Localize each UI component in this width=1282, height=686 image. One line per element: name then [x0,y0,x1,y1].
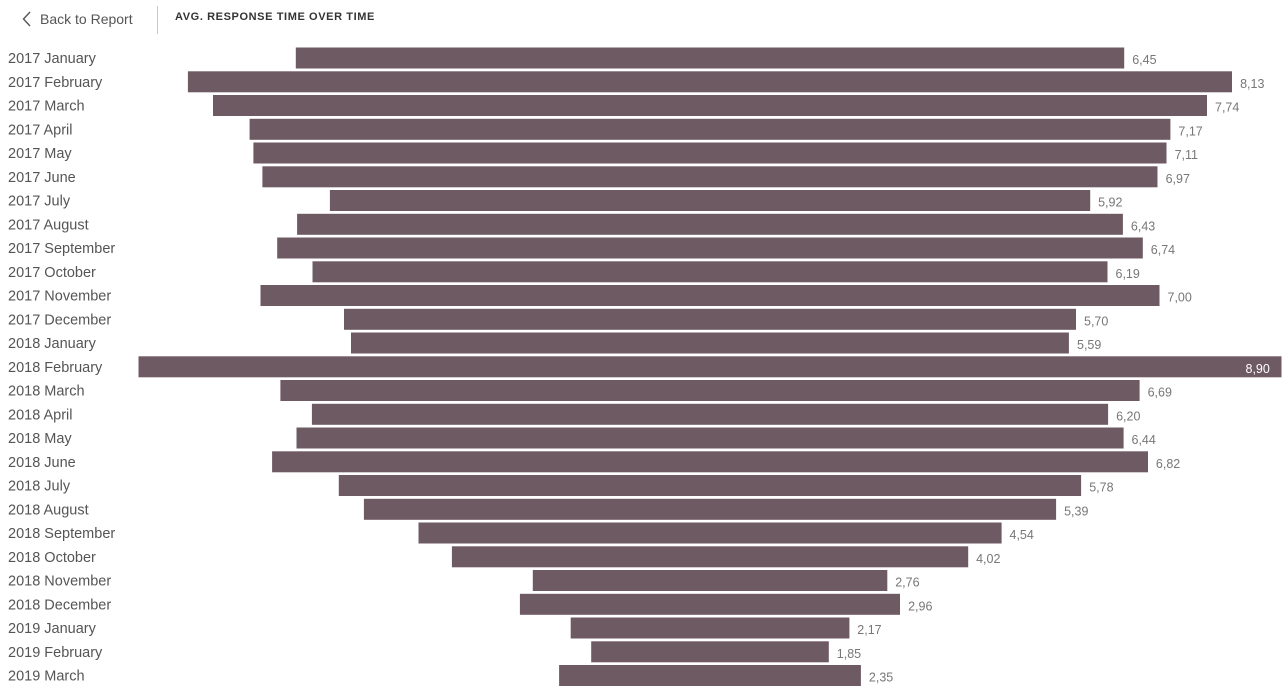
header-divider [157,6,158,34]
category-label: 2017 May [8,146,72,162]
category-label: 2017 June [8,170,76,186]
data-label: 6,43 [1131,219,1155,233]
page-title: AVG. RESPONSE TIME OVER TIME [175,11,375,23]
data-label: 7,00 [1168,291,1192,305]
bar[interactable] [253,142,1167,164]
category-label: 2017 January [8,51,97,67]
category-label: 2018 September [8,526,115,542]
category-label: 2018 March [8,384,85,400]
category-label: 2018 August [8,502,89,518]
bar[interactable] [280,380,1140,401]
data-label: 5,59 [1077,338,1101,352]
data-label: 5,92 [1098,196,1122,210]
data-label: 6,45 [1132,53,1156,67]
category-label: 2018 July [8,479,71,495]
category-label: 2017 August [8,217,89,233]
bar[interactable] [311,403,1109,425]
category-label: 2017 July [8,194,71,210]
bar[interactable] [262,166,1158,188]
category-label: 2017 March [8,99,85,115]
bar[interactable] [559,665,861,686]
category-label: 2018 October [8,550,96,566]
category-label: 2018 May [8,431,72,447]
category-label: 2017 September [8,241,115,257]
category-label: 2018 June [8,455,76,471]
category-label: 2018 January [8,336,97,352]
category-label: 2017 December [8,312,111,328]
category-label: 2019 January [8,621,97,637]
data-label: 4,54 [1010,528,1034,542]
bar[interactable] [138,356,1282,378]
category-label: 2017 April [8,122,73,138]
back-to-report-button[interactable]: Back to Report [22,7,133,31]
data-label: 8,90 [1246,362,1270,376]
bar[interactable] [329,190,1091,211]
bar[interactable] [312,261,1108,283]
bar[interactable] [260,285,1160,306]
top-bar: Back to Report AVG. RESPONSE TIME OVER T… [0,0,1282,40]
bar[interactable] [418,522,1002,544]
data-label: 2,17 [857,623,881,637]
data-label: 4,02 [976,552,1000,566]
category-label: 2018 November [8,574,111,590]
bar[interactable] [249,118,1171,140]
category-label: 2017 February [8,75,103,91]
bar[interactable] [295,47,1125,69]
back-to-report-label: Back to Report [40,11,133,27]
data-label: 2,35 [869,671,893,685]
bar[interactable] [187,71,1232,93]
bar[interactable] [296,427,1124,449]
bar[interactable] [570,617,850,639]
bar[interactable] [519,593,900,615]
chevron-left-icon [22,11,31,27]
bar[interactable] [272,451,1149,473]
data-label: 8,13 [1240,77,1264,91]
category-label: 2019 March [8,669,85,685]
bar[interactable] [344,308,1076,330]
data-label: 5,70 [1084,314,1108,328]
category-label: 2019 February [8,645,103,661]
data-label: 6,97 [1166,172,1190,186]
data-label: 7,17 [1178,124,1202,138]
bar[interactable] [338,475,1082,496]
data-label: 6,44 [1132,433,1156,447]
category-label: 2018 December [8,597,111,613]
bar[interactable] [532,570,888,591]
category-label: 2018 April [8,407,73,423]
bar[interactable] [363,498,1057,520]
data-label: 5,78 [1089,481,1113,495]
data-label: 5,39 [1064,504,1088,518]
bar[interactable] [213,95,1207,116]
data-label: 2,76 [895,576,919,590]
bar[interactable] [277,237,1143,259]
data-label: 6,20 [1116,409,1140,423]
bar[interactable] [451,546,969,568]
data-label: 2,96 [908,599,932,613]
data-label: 1,85 [837,647,861,661]
data-label: 6,74 [1151,243,1175,257]
category-label: 2018 February [8,360,103,376]
category-label: 2017 October [8,265,96,281]
data-label: 6,82 [1156,457,1180,471]
category-label: 2017 November [8,289,111,305]
data-label: 6,69 [1148,386,1172,400]
data-label: 7,74 [1215,101,1239,115]
bar[interactable] [297,213,1123,235]
data-label: 6,19 [1116,267,1140,281]
bar[interactable] [351,332,1069,354]
data-label: 7,11 [1175,148,1198,162]
bar[interactable] [591,641,829,663]
